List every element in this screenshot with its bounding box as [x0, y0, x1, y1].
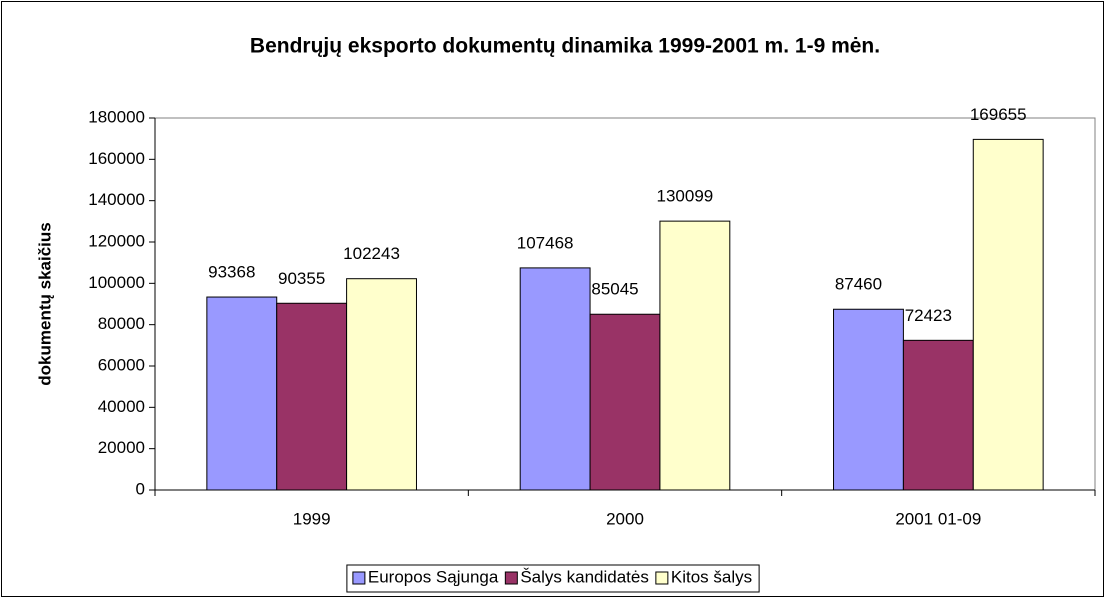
y-tick-label: 120000	[88, 231, 145, 250]
y-tick-label: 160000	[88, 149, 145, 168]
value-label: 169655	[970, 105, 1027, 124]
y-tick-label: 20000	[98, 438, 145, 457]
legend-swatch	[352, 571, 366, 585]
legend-label: Kitos šalys	[671, 567, 752, 586]
bar	[346, 278, 417, 491]
bar	[519, 267, 591, 491]
bar	[902, 339, 974, 491]
y-tick-label: 0	[136, 479, 145, 498]
bar	[206, 296, 278, 491]
value-label: 72423	[905, 306, 952, 325]
value-label: 107468	[517, 233, 574, 252]
value-label: 102243	[343, 244, 400, 263]
y-tick-label: 180000	[88, 107, 145, 126]
x-tick-label: 1999	[293, 509, 331, 528]
bar	[589, 313, 661, 491]
bar	[659, 220, 731, 491]
x-tick-label: 2000	[606, 509, 644, 528]
y-tick-label: 100000	[88, 273, 145, 292]
legend-swatch	[655, 571, 669, 585]
value-label: 87460	[835, 275, 882, 294]
y-tick-label: 140000	[88, 190, 145, 209]
value-label: 130099	[657, 187, 714, 206]
bar	[972, 138, 1044, 491]
bar	[276, 302, 348, 491]
x-tick-label: 2001 01-09	[895, 509, 981, 528]
chart-title: Bendrųjų eksporto dokumentų dinamika 199…	[250, 35, 880, 58]
value-label: 90355	[278, 269, 325, 288]
legend-label: Šalys kandidatės	[520, 567, 649, 586]
y-axis-label: dokumentų skaičius	[35, 222, 54, 385]
legend-swatch	[504, 571, 518, 585]
y-tick-label: 80000	[98, 314, 145, 333]
legend-label: Europos Sąjunga	[368, 567, 499, 586]
value-label: 85045	[591, 280, 638, 299]
bar	[833, 308, 904, 491]
y-tick-label: 60000	[98, 355, 145, 374]
legend	[346, 564, 760, 593]
value-label: 93368	[208, 263, 255, 282]
y-tick-label: 40000	[98, 397, 145, 416]
